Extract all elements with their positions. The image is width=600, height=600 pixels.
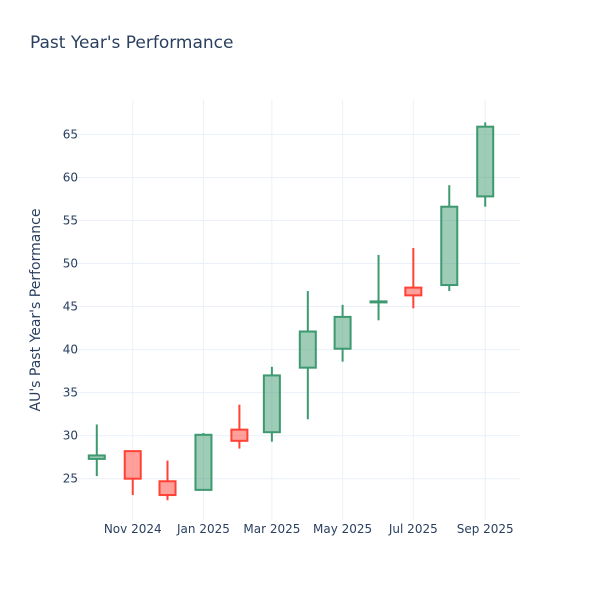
x-tick-label: May 2025 <box>313 522 372 536</box>
candle-body <box>404 286 423 297</box>
candle-body <box>194 433 213 491</box>
y-tick-label: 30 <box>63 429 78 443</box>
candle-body <box>440 205 459 287</box>
y-axis-ticks: 25 30 35 40 45 50 55 60 65 <box>63 127 78 485</box>
candle-increasing[interactable] <box>476 122 495 207</box>
x-axis-ticks: Nov 2024 Jan 2025 Mar 2025 May 2025 Jul 2025… <box>104 522 514 536</box>
y-tick-label: 45 <box>63 300 78 314</box>
y-axis-title: AU's Past Year's Performance <box>28 209 44 412</box>
candle-decreasing[interactable] <box>404 248 423 309</box>
chart-title: Past Year's Performance <box>30 33 234 53</box>
candle-increasing[interactable] <box>262 366 281 442</box>
candle-increasing[interactable] <box>298 291 317 420</box>
candle-decreasing[interactable] <box>158 460 177 501</box>
y-tick-label: 55 <box>63 213 78 227</box>
x-tick-label: Jul 2025 <box>388 522 438 536</box>
candle-body <box>230 428 249 442</box>
y-tick-label: 40 <box>63 343 78 357</box>
y-tick-label: 65 <box>63 127 78 141</box>
candle-increasing[interactable] <box>440 185 459 292</box>
candle-body <box>476 125 495 198</box>
x-tick-label: Sep 2025 <box>457 522 514 536</box>
candle-increasing[interactable] <box>333 304 352 362</box>
y-tick-label: 25 <box>63 472 78 486</box>
candle-decreasing[interactable] <box>230 404 249 449</box>
candle-body <box>123 450 142 480</box>
x-tick-label: Nov 2024 <box>104 522 162 536</box>
candle-increasing[interactable] <box>194 433 213 491</box>
candle-body <box>298 330 317 369</box>
y-tick-label: 50 <box>63 257 78 271</box>
x-tick-label: Jan 2025 <box>176 522 230 536</box>
candle-body <box>158 480 177 497</box>
y-tick-label: 35 <box>63 386 78 400</box>
x-tick-label: Mar 2025 <box>243 522 300 536</box>
y-tick-label: 60 <box>63 170 78 184</box>
candle-increasing[interactable] <box>87 424 106 477</box>
candle-body <box>369 300 388 304</box>
candle-decreasing[interactable] <box>123 450 142 496</box>
candles <box>87 122 495 501</box>
candle-body <box>87 454 106 460</box>
candle-body <box>262 374 281 434</box>
candle-body <box>333 315 352 350</box>
candle-increasing[interactable] <box>369 254 388 321</box>
